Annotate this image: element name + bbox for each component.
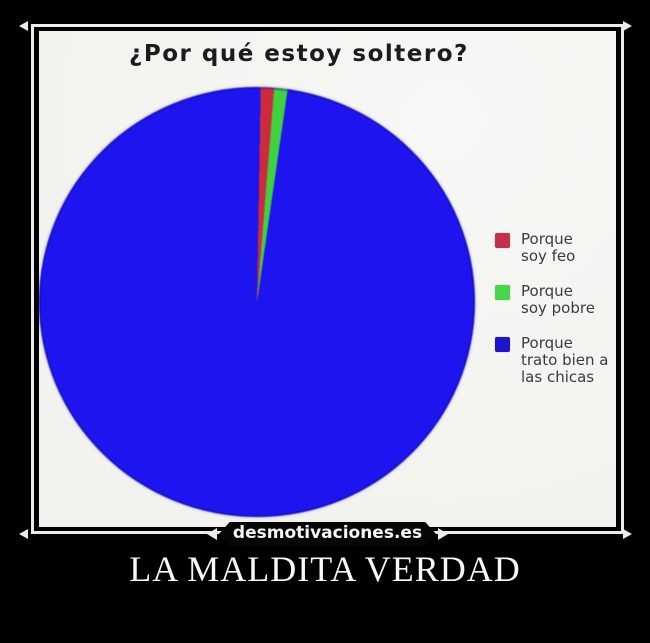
- frame-ornament-bottom-right-icon: [623, 529, 632, 539]
- photo-frame-border: [31, 24, 624, 534]
- legend-swatch-green: [495, 285, 510, 300]
- frame-ornament-top-right-icon: [623, 21, 632, 31]
- caption: LA MALDITA VERDAD: [129, 549, 521, 589]
- legend-item: Porque trato bien a las chicas: [495, 335, 608, 386]
- photo: ¿Por qué estoy soltero? Porque soy feo P…: [39, 31, 616, 527]
- legend-label: Porque soy feo: [521, 230, 576, 265]
- watermark-text: desmotivaciones.es: [218, 522, 437, 546]
- legend-label: Porque trato bien a las chicas: [521, 334, 609, 386]
- frame-ornament-bottom-left-icon: [19, 529, 28, 539]
- frame-ornament-top-left-icon: [19, 21, 28, 31]
- watermark: desmotivaciones.es: [31, 521, 624, 547]
- watermark-arrow-left-icon: [206, 528, 217, 540]
- watermark-arrow-right-icon: [438, 528, 449, 540]
- legend-item: Porque soy feo: [495, 231, 575, 265]
- chart-title: ¿Por qué estoy soltero?: [129, 41, 469, 67]
- legend-label: Porque soy pobre: [521, 282, 595, 317]
- legend-swatch-red: [495, 233, 510, 248]
- legend-swatch-blue: [495, 337, 510, 352]
- pie-chart: [39, 87, 475, 517]
- legend-item: Porque soy pobre: [495, 283, 595, 317]
